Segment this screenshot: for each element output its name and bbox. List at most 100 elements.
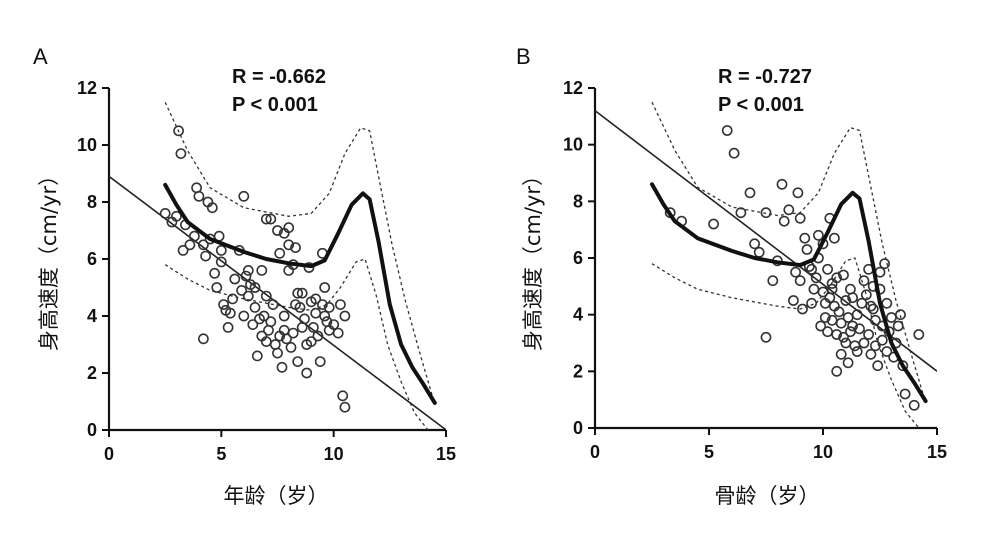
data-point-b xyxy=(835,317,847,329)
data-point-a xyxy=(294,301,306,313)
ci-upper-line-a xyxy=(164,102,436,405)
data-point-a xyxy=(334,299,346,310)
data-point-b xyxy=(881,297,893,309)
data-point-a xyxy=(276,361,288,373)
data-point-b xyxy=(783,204,795,216)
x-tick-label-a: 15 xyxy=(436,444,456,464)
data-point-b xyxy=(794,212,806,224)
y-tick-label-a: 8 xyxy=(87,192,97,212)
data-point-a xyxy=(159,207,171,219)
data-point-b xyxy=(776,178,788,190)
data-point-a xyxy=(229,273,241,285)
data-point-b xyxy=(899,388,911,400)
data-point-a xyxy=(197,239,209,251)
data-point-a xyxy=(265,213,277,225)
data-point-b xyxy=(813,229,824,241)
x-tick-label-b: 0 xyxy=(590,442,600,462)
data-point-b xyxy=(749,238,760,250)
data-point-a xyxy=(339,310,351,322)
data-point-b xyxy=(831,329,843,340)
data-point-b xyxy=(847,320,858,332)
data-point-a xyxy=(240,270,252,282)
plot-marks-a xyxy=(109,102,446,430)
data-point-a xyxy=(236,284,247,296)
data-point-b xyxy=(842,312,854,323)
data-point-a xyxy=(247,319,259,330)
y-tick-label-b: 0 xyxy=(573,418,583,438)
reference-curve-b xyxy=(650,182,928,404)
data-point-a xyxy=(296,287,308,299)
data-point-b xyxy=(838,269,849,281)
data-point-b xyxy=(806,263,817,275)
data-point-b xyxy=(826,283,838,295)
y-tick-label-b: 12 xyxy=(563,78,583,98)
data-point-b xyxy=(870,314,881,326)
ci-upper-line-b xyxy=(651,101,927,403)
data-point-a xyxy=(267,299,279,310)
data-point-b xyxy=(886,312,897,323)
data-point-a xyxy=(260,213,272,225)
data-point-a xyxy=(272,225,283,236)
panel-letter-a: A xyxy=(33,44,48,69)
data-point-b xyxy=(753,246,765,258)
y-tick-label-b: 6 xyxy=(573,248,583,268)
y-tick-label-a: 2 xyxy=(87,363,97,383)
data-point-b xyxy=(867,303,879,315)
panel-a: A R = -0.662 P < 0.001 0 2 4 6 8 10 12 0 5 10 15 年… xyxy=(33,44,456,508)
data-point-b xyxy=(865,348,877,360)
data-point-a xyxy=(328,319,340,330)
data-point-a xyxy=(242,264,254,276)
r-value-b: R = -0.727 xyxy=(718,66,812,88)
y-tick-label-b: 10 xyxy=(563,135,583,155)
data-point-b xyxy=(895,309,906,321)
data-point-a xyxy=(251,350,263,362)
data-point-b xyxy=(808,283,820,295)
data-point-b xyxy=(810,272,822,284)
data-point-b xyxy=(728,147,740,159)
data-point-a xyxy=(242,290,254,302)
data-point-a xyxy=(278,310,290,322)
data-point-a xyxy=(222,321,234,333)
data-point-a xyxy=(292,287,304,299)
reference-curve-a xyxy=(163,182,437,405)
data-point-a xyxy=(319,310,331,322)
data-point-b xyxy=(881,346,893,357)
panel-b: B R = -0.727 P < 0.001 0 2 4 6 8 10 12 0 5 10 15 骨… xyxy=(516,44,947,508)
data-point-a xyxy=(249,301,261,313)
data-point-b xyxy=(760,207,772,219)
data-point-a xyxy=(292,356,304,367)
x-tick-label-b: 10 xyxy=(813,442,833,462)
data-point-b xyxy=(799,232,811,244)
x-tick-label-b: 15 xyxy=(927,442,947,462)
data-point-b xyxy=(840,295,852,306)
panel-letter-b: B xyxy=(516,44,531,69)
data-point-a xyxy=(339,401,351,413)
p-value-a: P < 0.001 xyxy=(232,94,318,116)
data-point-b xyxy=(908,399,920,411)
data-point-a xyxy=(281,333,292,345)
data-point-b xyxy=(865,300,877,312)
data-point-a xyxy=(269,339,281,350)
data-point-a xyxy=(197,333,209,345)
data-point-a xyxy=(227,293,238,305)
data-point-a xyxy=(193,190,205,202)
data-point-a xyxy=(258,310,270,322)
data-point-a xyxy=(283,239,295,251)
y-tick-label-b: 4 xyxy=(573,305,583,325)
data-point-a xyxy=(184,239,196,251)
data-point-a xyxy=(305,336,317,347)
plot-area-a: 0 2 4 6 8 10 12 0 5 10 15 xyxy=(77,78,456,464)
data-point-b xyxy=(879,258,890,270)
data-point-b xyxy=(856,297,868,309)
x-tick-label-a: 0 xyxy=(104,444,114,464)
data-point-a xyxy=(323,301,335,313)
p-value-b: P < 0.001 xyxy=(718,94,804,116)
plot-marks-b xyxy=(595,101,937,428)
data-point-a xyxy=(283,222,295,234)
data-point-b xyxy=(760,331,772,343)
data-point-b xyxy=(788,295,799,306)
data-point-a xyxy=(307,321,319,333)
data-point-a xyxy=(238,310,250,322)
data-point-a xyxy=(170,210,182,222)
